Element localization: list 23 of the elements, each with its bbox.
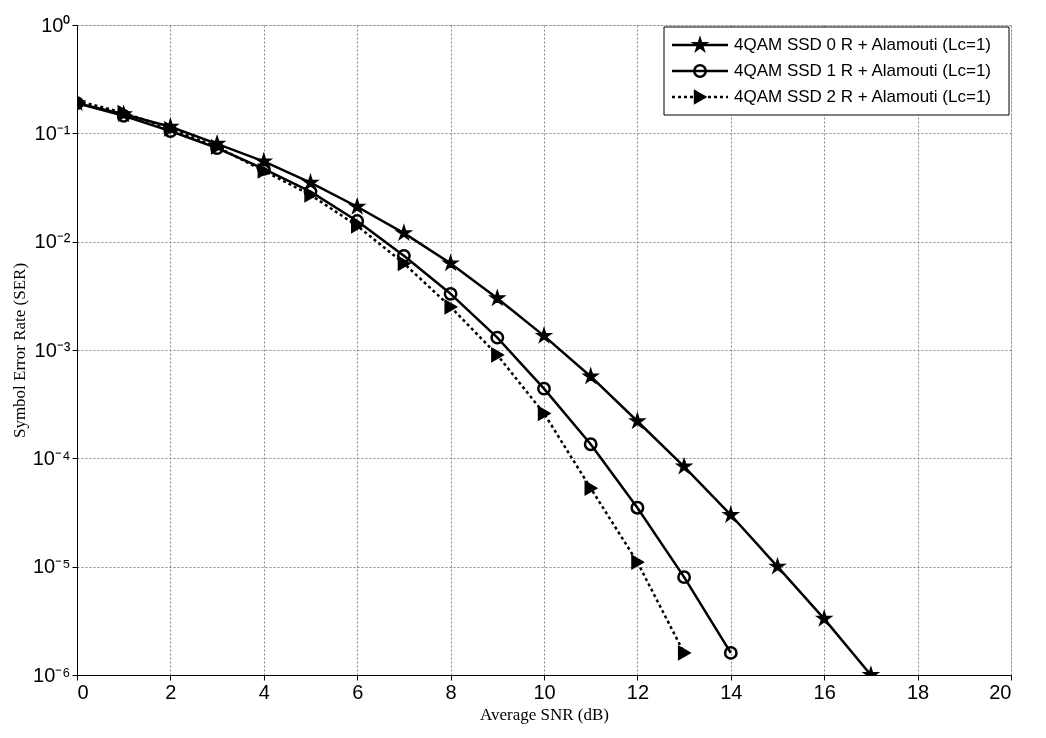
x-tick-label: 20	[989, 680, 1012, 703]
x-tick-label: 16	[813, 680, 836, 703]
x-tick-label: 6	[352, 680, 364, 703]
y-tick-label: 10⁻²	[34, 230, 71, 253]
x-tick-label: 2	[165, 680, 177, 703]
x-tick-label: 10	[533, 680, 556, 703]
y-tick-label: 10⁻⁶	[33, 663, 71, 686]
legend-label: 4QAM SSD 1 R + Alamouti (Lc=1)	[734, 61, 991, 80]
y-tick-label: 10⁻⁵	[32, 555, 71, 578]
x-tick-label: 4	[258, 680, 270, 703]
y-tick-label: 10⁻³	[34, 338, 71, 361]
y-axis-title: Symbol Error Rate (SER)	[9, 262, 29, 439]
legend-label: 4QAM SSD 2 R + Alamouti (Lc=1)	[734, 87, 991, 106]
x-tick-label: 8	[445, 680, 457, 703]
y-tick-label: 10⁻¹	[34, 121, 71, 144]
y-tick-label: 10⁻⁴	[32, 446, 71, 469]
x-tick-label: 18	[906, 680, 930, 703]
y-tick-label: 10⁰	[41, 13, 71, 36]
x-axis-title: Average SNR (dB)	[479, 704, 610, 724]
legend-label: 4QAM SSD 0 R + Alamouti (Lc=1)	[734, 35, 991, 54]
x-tick-label: 12	[626, 680, 650, 703]
x-tick-label: 14	[720, 680, 743, 703]
x-tick-label: 0	[77, 680, 89, 703]
